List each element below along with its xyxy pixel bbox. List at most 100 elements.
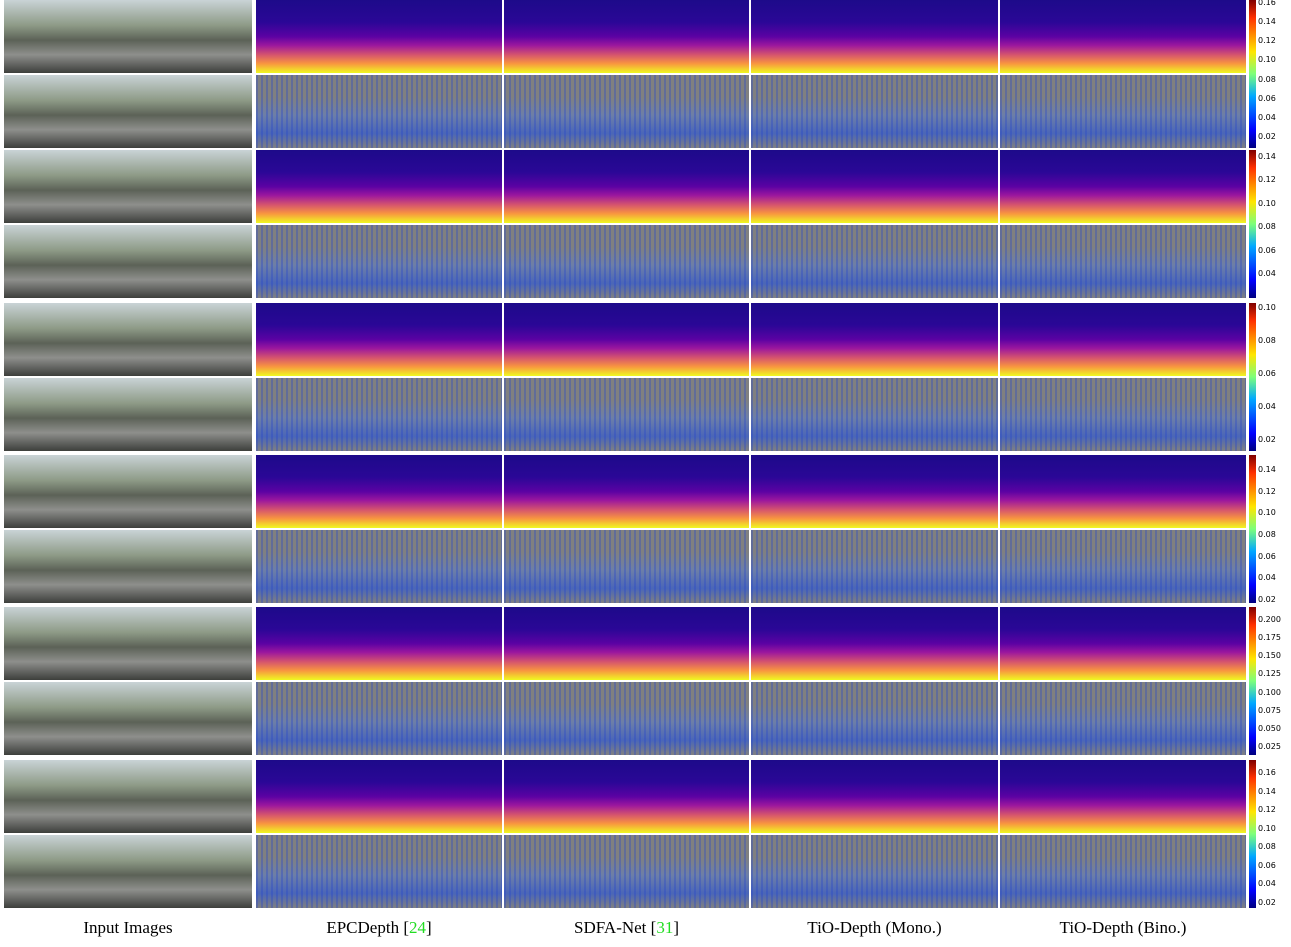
depth-map — [256, 150, 502, 223]
input-image — [4, 682, 252, 755]
depth-map — [751, 0, 998, 73]
error-map — [504, 530, 749, 603]
colorbar-tick-label: 0.06 — [1258, 247, 1276, 255]
depth-map — [504, 760, 749, 833]
colorbar-tick-label: 0.02 — [1258, 133, 1276, 141]
depth-map — [256, 760, 502, 833]
error-map — [751, 835, 998, 908]
input-image — [4, 378, 252, 451]
colorbar-tick-label: 0.100 — [1258, 689, 1281, 697]
depth-map — [504, 607, 749, 680]
citation: 24 — [409, 918, 426, 937]
error-map — [751, 75, 998, 148]
depth-map — [1000, 760, 1246, 833]
colorbar — [1249, 303, 1256, 451]
depth-map — [504, 303, 749, 376]
caption-text: EPCDepth [ — [326, 918, 409, 937]
colorbar-tick-label: 0.02 — [1258, 596, 1276, 604]
error-map — [504, 835, 749, 908]
depth-map — [751, 760, 998, 833]
caption: SDFA-Net [31] — [504, 918, 749, 938]
error-map — [504, 682, 749, 755]
error-map — [256, 378, 502, 451]
colorbar-tick-label: 0.08 — [1258, 223, 1276, 231]
error-map — [256, 530, 502, 603]
caption: TiO-Depth (Mono.) — [751, 918, 998, 938]
error-map — [1000, 75, 1246, 148]
colorbar-tick-label: 0.125 — [1258, 670, 1281, 678]
error-map — [751, 378, 998, 451]
depth-map — [1000, 455, 1246, 528]
colorbar — [1249, 150, 1256, 298]
error-map — [751, 682, 998, 755]
depth-map — [504, 150, 749, 223]
input-image — [4, 0, 252, 73]
depth-map — [1000, 303, 1246, 376]
error-map — [256, 75, 502, 148]
colorbar-tick-label: 0.10 — [1258, 509, 1276, 517]
depth-map — [256, 0, 502, 73]
colorbar-tick-label: 0.04 — [1258, 114, 1276, 122]
figure: 0.16 0.14 0.12 0.10 0.08 0.06 0.04 0.02 0.14 0.12… — [0, 0, 1291, 947]
colorbar-tick-label: 0.14 — [1258, 153, 1276, 161]
depth-map — [1000, 150, 1246, 223]
depth-map — [751, 607, 998, 680]
error-map — [1000, 378, 1246, 451]
colorbar-tick-label: 0.14 — [1258, 466, 1276, 474]
colorbar-tick-label: 0.04 — [1258, 574, 1276, 582]
colorbar-tick-label: 0.150 — [1258, 652, 1281, 660]
colorbar-tick-label: 0.06 — [1258, 553, 1276, 561]
caption-text: TiO-Depth (Bino.) — [1060, 918, 1187, 937]
colorbar-tick-label: 0.16 — [1258, 0, 1276, 7]
depth-map — [256, 607, 502, 680]
colorbar-tick-label: 0.08 — [1258, 76, 1276, 84]
depth-map — [751, 150, 998, 223]
depth-map — [504, 455, 749, 528]
error-map — [1000, 835, 1246, 908]
colorbar-tick-label: 0.10 — [1258, 304, 1276, 312]
colorbar-tick-label: 0.08 — [1258, 531, 1276, 539]
colorbar-tick-label: 0.04 — [1258, 403, 1276, 411]
colorbar-tick-label: 0.10 — [1258, 200, 1276, 208]
error-map — [504, 75, 749, 148]
input-image — [4, 150, 252, 223]
error-map — [256, 835, 502, 908]
colorbar — [1249, 0, 1256, 148]
colorbar-tick-label: 0.025 — [1258, 743, 1281, 751]
depth-map — [751, 455, 998, 528]
error-map — [256, 682, 502, 755]
depth-map — [256, 455, 502, 528]
colorbar-tick-label: 0.200 — [1258, 616, 1281, 624]
error-map — [1000, 530, 1246, 603]
colorbar-tick-label: 0.06 — [1258, 95, 1276, 103]
colorbar-tick-label: 0.10 — [1258, 825, 1276, 833]
colorbar-tick-label: 0.12 — [1258, 37, 1276, 45]
caption: TiO-Depth (Bino.) — [1000, 918, 1246, 938]
colorbar-tick-label: 0.050 — [1258, 725, 1281, 733]
depth-map — [504, 0, 749, 73]
colorbar-tick-label: 0.06 — [1258, 862, 1276, 870]
depth-map — [256, 303, 502, 376]
caption-text: ] — [426, 918, 432, 937]
colorbar-tick-label: 0.175 — [1258, 634, 1281, 642]
caption-text: TiO-Depth (Mono.) — [807, 918, 941, 937]
input-image — [4, 455, 252, 528]
colorbar — [1249, 607, 1256, 755]
colorbar-tick-label: 0.12 — [1258, 176, 1276, 184]
citation: 31 — [656, 918, 673, 937]
colorbar-tick-label: 0.12 — [1258, 488, 1276, 496]
error-map — [1000, 682, 1246, 755]
caption-text: Input Images — [83, 918, 172, 937]
depth-map — [751, 303, 998, 376]
colorbar-tick-label: 0.16 — [1258, 769, 1276, 777]
caption-text: ] — [673, 918, 679, 937]
colorbar-tick-label: 0.14 — [1258, 18, 1276, 26]
caption: EPCDepth [24] — [256, 918, 502, 938]
depth-map — [1000, 0, 1246, 73]
error-map — [1000, 225, 1246, 298]
colorbar-tick-label: 0.075 — [1258, 707, 1281, 715]
depth-map — [1000, 607, 1246, 680]
colorbar — [1249, 455, 1256, 603]
colorbar-tick-label: 0.12 — [1258, 806, 1276, 814]
error-map — [504, 225, 749, 298]
